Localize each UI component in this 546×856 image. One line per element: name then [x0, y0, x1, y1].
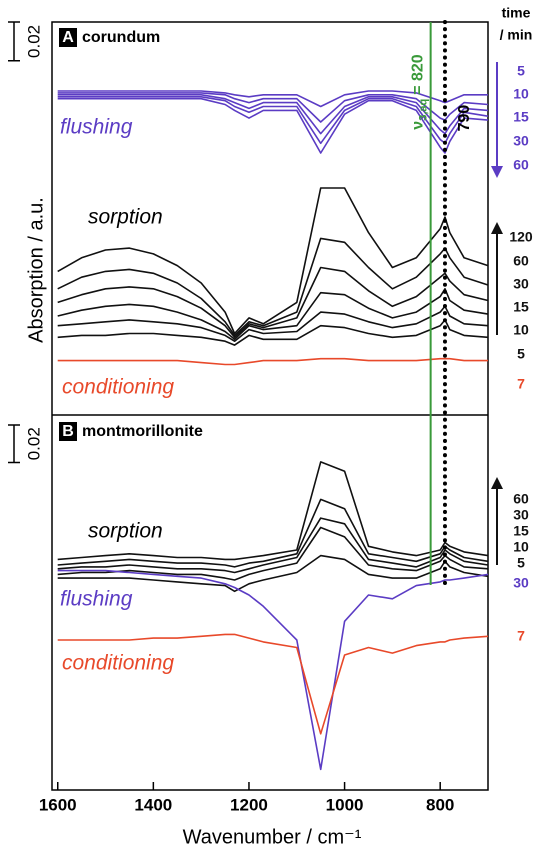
series-label: 30	[513, 133, 529, 149]
series-label: 10	[513, 322, 529, 338]
spectrum-line	[57, 517, 489, 574]
series-label: 15	[513, 109, 529, 125]
annotation: flushing	[60, 116, 133, 139]
legend-title: / min	[500, 27, 533, 43]
series-label: 5	[517, 555, 525, 571]
panel-title: montmorillonite	[82, 423, 203, 440]
series-label: 30	[513, 507, 529, 523]
annotation: sorption	[88, 520, 163, 543]
series-label: 5	[517, 346, 525, 362]
marker-symbol: ν	[410, 121, 427, 130]
series-label: 15	[513, 299, 529, 315]
spectrum-line	[57, 96, 489, 145]
spectrum-line	[57, 187, 489, 335]
y-axis-label: Absorption / a.u.	[25, 197, 47, 343]
spectrum-line	[57, 266, 489, 339]
spectrum-line	[57, 569, 489, 771]
panel-tag: A	[62, 29, 74, 46]
spectrum-line	[57, 526, 489, 581]
marker-label: 790	[456, 105, 473, 132]
spectrum-line	[57, 97, 489, 154]
spectrum-line	[57, 319, 489, 346]
spectrum-line	[57, 554, 489, 593]
spectrum-line	[57, 633, 489, 735]
marker-subscript: 3,aq	[418, 99, 430, 121]
spectrum-line	[57, 92, 489, 123]
scale-bar-label: 0.02	[24, 25, 43, 58]
x-axis-label: Wavenumber / cm⁻¹	[183, 826, 362, 848]
arrows	[491, 62, 503, 565]
scale-bar-label: 0.02	[24, 427, 43, 460]
spectrum-line	[57, 90, 488, 108]
spectrum-line	[57, 94, 489, 135]
series-label: 60	[513, 157, 529, 173]
x-tick-label: 1600	[39, 795, 77, 814]
spectrum-line	[57, 305, 489, 342]
series-label: 120	[509, 229, 533, 245]
scale-bar	[8, 424, 20, 464]
spectrum-line	[57, 498, 489, 568]
legend-title: time	[502, 5, 531, 21]
plot-frame	[51, 21, 489, 791]
series-label: 15	[513, 523, 529, 539]
x-tick-label: 1200	[230, 795, 268, 814]
scale-bar	[8, 21, 20, 62]
annotation: conditioning	[62, 376, 174, 399]
panel-title: corundum	[82, 29, 160, 46]
spectrum-line	[57, 357, 488, 366]
spectrum-line	[57, 461, 489, 561]
panel-tag-box	[59, 28, 77, 47]
annotation: conditioning	[62, 652, 174, 675]
marker-value-label: = 820	[410, 54, 427, 95]
x-tick-label: 1400	[134, 795, 172, 814]
panel-tag-box	[59, 422, 77, 441]
series-label: 7	[517, 376, 525, 392]
series-label: 60	[513, 491, 529, 507]
spectrum-line	[57, 288, 489, 341]
x-tick-label: 800	[426, 795, 454, 814]
annotation: flushing	[60, 588, 133, 611]
series-label: 30	[513, 276, 529, 292]
x-tick-label: 1000	[326, 795, 364, 814]
series-label: 60	[513, 253, 529, 269]
spectrum-line	[57, 237, 489, 337]
series-label: 10	[513, 539, 529, 555]
panel-tag: B	[62, 423, 74, 440]
series-label: 5	[517, 63, 525, 79]
series-label: 10	[513, 86, 529, 102]
annotation: sorption	[88, 206, 163, 229]
series-label: 30	[513, 575, 529, 591]
marker-label: ν3,aq = 820	[410, 54, 430, 130]
series-label: 7	[517, 628, 525, 644]
